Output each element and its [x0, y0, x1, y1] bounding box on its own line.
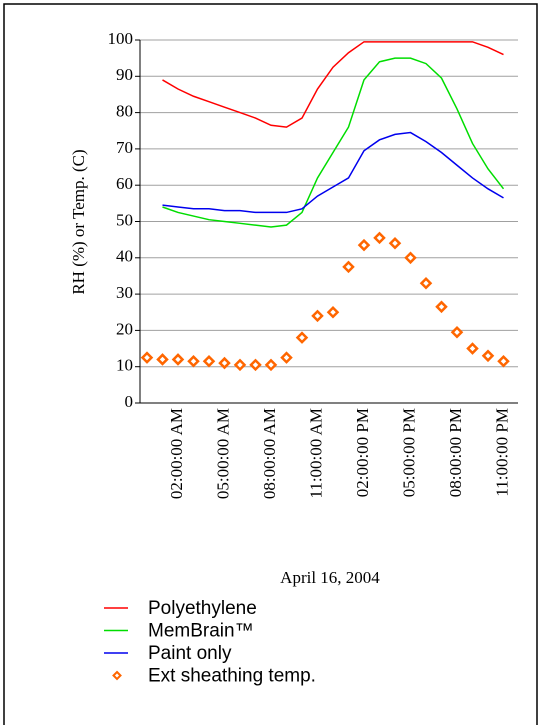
marker: [497, 354, 510, 368]
marker: [140, 351, 154, 364]
legend-label: MemBrain™: [148, 621, 254, 642]
legend-marker: [112, 670, 122, 681]
y-tick-label: 0: [125, 392, 134, 411]
x-tick-label: 08:00:00 PM: [446, 408, 465, 497]
y-axis-label: RH (%) or Temp. (C): [69, 149, 88, 294]
marker: [249, 358, 262, 372]
marker: [326, 305, 340, 319]
marker: [264, 358, 278, 372]
marker: [202, 354, 216, 368]
marker: [280, 351, 293, 364]
marker: [388, 237, 402, 250]
marker: [342, 260, 355, 274]
legend-label: Polyethylene: [148, 598, 257, 619]
y-tick-label: 40: [116, 247, 133, 266]
x-tick-label: 11:00:00 AM: [306, 408, 325, 499]
y-tick-label: 10: [116, 356, 133, 375]
x-axis-label: April 16, 2004: [280, 568, 380, 587]
y-tick-label: 50: [116, 210, 133, 229]
marker: [171, 353, 185, 366]
marker: [357, 238, 371, 252]
x-tick-label: 05:00:00 PM: [399, 408, 418, 497]
x-tick-label: 11:00:00 PM: [492, 408, 511, 497]
y-tick-label: 20: [116, 319, 133, 338]
marker: [311, 309, 324, 323]
marker: [156, 353, 169, 366]
frame: [3, 3, 538, 725]
x-tick-label: 05:00:00 AM: [213, 408, 232, 499]
marker: [373, 231, 386, 245]
marker: [466, 342, 479, 355]
y-tick-label: 80: [116, 102, 133, 121]
marker: [187, 354, 200, 368]
marker: [295, 331, 309, 344]
x-tick-label: 02:00:00 AM: [167, 408, 186, 499]
series-line: [162, 41, 504, 128]
marker: [481, 349, 495, 363]
x-tick-label: 02:00:00 PM: [353, 408, 372, 497]
y-tick-label: 100: [108, 29, 134, 48]
marker: [419, 276, 433, 290]
marker: [450, 325, 464, 339]
legend-label: Paint only: [148, 643, 232, 664]
series-line: [162, 131, 504, 214]
y-tick-label: 90: [116, 65, 133, 84]
marker: [233, 358, 247, 372]
x-tick-label: 08:00:00 AM: [260, 408, 279, 499]
marker: [435, 300, 448, 314]
y-tick-label: 60: [116, 174, 133, 193]
marker: [404, 251, 417, 265]
y-tick-label: 30: [116, 283, 133, 302]
legend-label: Ext sheathing temp.: [148, 666, 316, 687]
series-line: [162, 57, 505, 228]
marker: [218, 356, 231, 370]
y-tick-label: 70: [116, 138, 133, 157]
